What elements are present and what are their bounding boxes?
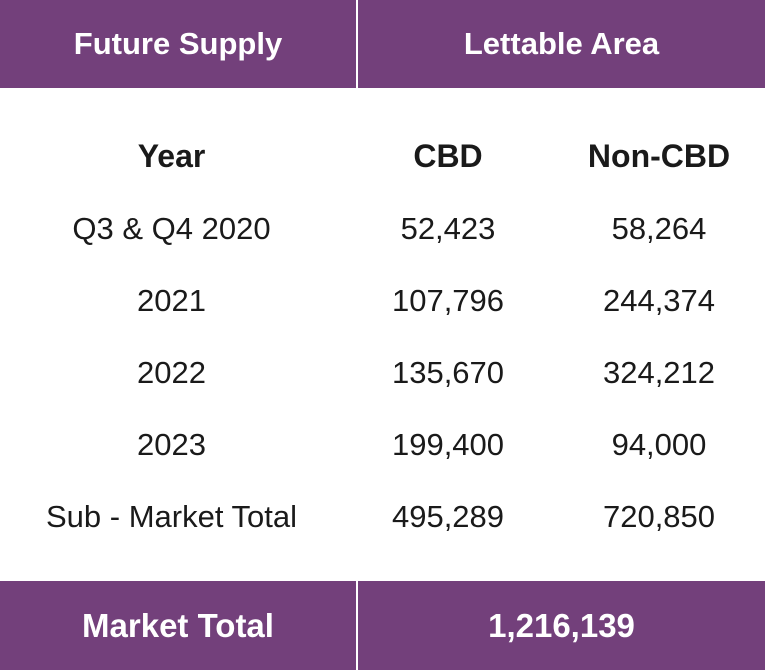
cbd-cell: 199,400 <box>391 427 505 462</box>
header-bar: Future Supply Lettable Area <box>0 0 765 88</box>
year-cell: Sub - Market Total <box>46 499 297 534</box>
table-row: Q3 & Q4 2020 52,423 58,264 <box>0 193 765 265</box>
table-row: 2022 135,670 324,212 <box>0 337 765 409</box>
supply-table: Year CBD Non-CBD Q3 & Q4 2020 52,423 58,… <box>0 119 765 553</box>
non-cbd-cell: 94,000 <box>611 427 707 462</box>
column-header-year: Year <box>137 137 206 174</box>
column-header-non-cbd: Non-CBD <box>587 137 731 174</box>
year-cell: 2021 <box>137 283 206 318</box>
market-total-value: 1,216,139 <box>358 581 765 670</box>
sub-market-total-row: Sub - Market Total 495,289 720,850 <box>0 481 765 553</box>
column-header-row: Year CBD Non-CBD <box>0 119 765 193</box>
table-row: 2021 107,796 244,374 <box>0 265 765 337</box>
market-total-label: Market Total <box>0 581 356 670</box>
year-cell: 2022 <box>137 355 206 390</box>
header-lettable-area: Lettable Area <box>358 0 765 88</box>
footer-bar: Market Total 1,216,139 <box>0 581 765 670</box>
non-cbd-cell: 720,850 <box>602 499 716 534</box>
table-row: 2023 199,400 94,000 <box>0 409 765 481</box>
non-cbd-cell: 244,374 <box>602 283 716 318</box>
cbd-cell: 52,423 <box>400 211 496 246</box>
header-future-supply: Future Supply <box>0 0 356 88</box>
year-cell: Q3 & Q4 2020 <box>72 211 271 246</box>
column-header-cbd: CBD <box>413 137 483 174</box>
cbd-cell: 107,796 <box>391 283 505 318</box>
year-cell: 2023 <box>137 427 206 462</box>
non-cbd-cell: 324,212 <box>602 355 716 390</box>
cbd-cell: 135,670 <box>391 355 505 390</box>
cbd-cell: 495,289 <box>391 499 505 534</box>
non-cbd-cell: 58,264 <box>611 211 707 246</box>
